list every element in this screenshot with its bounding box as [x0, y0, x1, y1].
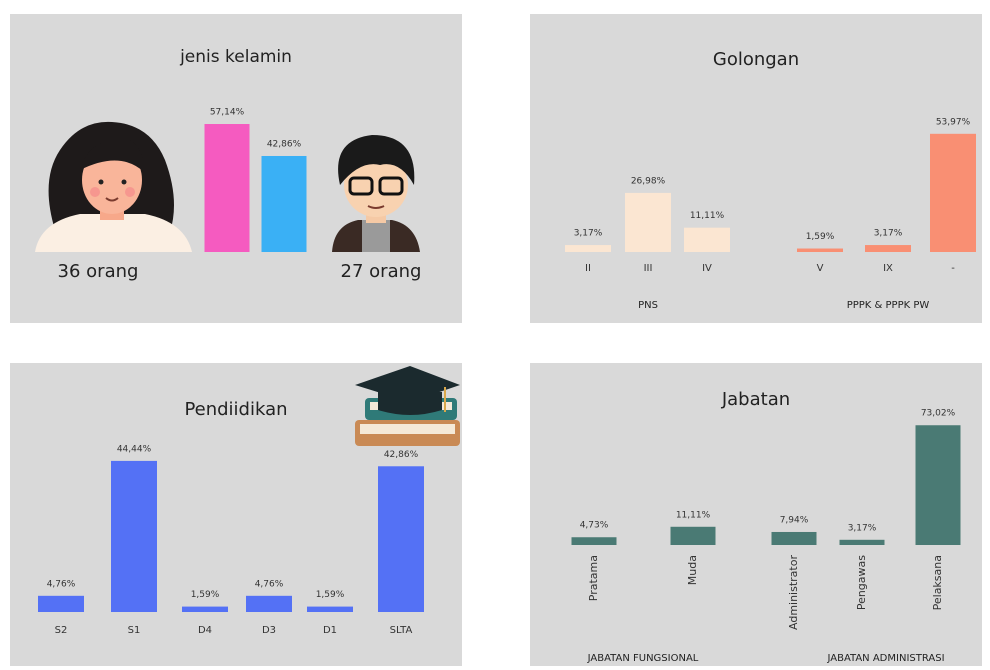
- category-label: II: [585, 263, 591, 274]
- value-label: 26,98%: [631, 176, 666, 186]
- bar: [182, 606, 228, 612]
- bar: [865, 245, 911, 252]
- value-label: 42,86%: [267, 139, 302, 149]
- books-icon: [355, 366, 460, 446]
- value-label: 57,14%: [210, 108, 245, 118]
- man-icon: [332, 135, 420, 252]
- bar: [797, 248, 843, 252]
- category-label: III: [644, 263, 653, 274]
- category-label: S1: [128, 625, 141, 636]
- value-label: 1,59%: [191, 590, 220, 600]
- bar: [261, 155, 307, 252]
- group-label: PPPK & PPPK PW: [847, 300, 930, 311]
- value-label: 4,76%: [255, 579, 284, 589]
- value-label: 1,59%: [806, 232, 835, 242]
- value-label: 4,73%: [580, 521, 609, 531]
- category-label: 36 orang: [58, 261, 139, 282]
- bar: [625, 192, 671, 252]
- category-label: IV: [702, 263, 712, 274]
- chart-title: Jabatan: [721, 389, 790, 410]
- value-label: 11,11%: [676, 510, 711, 520]
- bar: [111, 460, 157, 612]
- woman-icon: [35, 121, 192, 252]
- value-label: 73,02%: [921, 409, 956, 419]
- bar: [839, 539, 885, 545]
- bar: [684, 227, 730, 252]
- bar: [307, 606, 353, 612]
- value-label: 7,94%: [780, 515, 809, 525]
- bar: [571, 537, 617, 545]
- bar: [378, 466, 424, 612]
- value-label: 4,76%: [47, 579, 76, 589]
- chart-title: jenis kelamin: [179, 47, 292, 67]
- category-label: Pelaksana: [931, 555, 944, 610]
- chart-title: Golongan: [713, 49, 799, 70]
- category-label: D1: [323, 625, 337, 636]
- value-label: 42,86%: [384, 450, 419, 460]
- category-label: Administrator: [787, 555, 800, 630]
- value-label: 3,17%: [574, 229, 603, 239]
- value-label: 3,17%: [848, 523, 877, 533]
- category-label: SLTA: [390, 625, 413, 636]
- category-label: -: [951, 263, 955, 274]
- category-label: V: [817, 263, 824, 274]
- bar: [246, 595, 292, 612]
- bar: [771, 531, 817, 545]
- bar: [915, 425, 961, 545]
- value-label: 44,44%: [117, 444, 152, 454]
- value-label: 1,59%: [316, 590, 345, 600]
- panel: [530, 363, 982, 666]
- category-label: D4: [198, 625, 212, 636]
- category-label: Pratama: [587, 555, 600, 601]
- group-label: JABATAN ADMINISTRASI: [826, 653, 944, 664]
- category-label: 27 orang: [341, 261, 422, 282]
- bar: [930, 133, 976, 252]
- bar: [565, 245, 611, 252]
- chart-title: Pendiidikan: [184, 399, 287, 420]
- bar: [670, 526, 716, 545]
- value-label: 53,97%: [936, 117, 971, 127]
- category-label: D3: [262, 625, 276, 636]
- value-label: 11,11%: [690, 211, 725, 221]
- bar: [38, 595, 84, 612]
- bar: [204, 124, 250, 252]
- category-label: IX: [883, 263, 893, 274]
- category-label: S2: [55, 625, 68, 636]
- category-label: Pengawas: [855, 555, 868, 610]
- panel: [530, 14, 982, 323]
- group-label: PNS: [638, 300, 658, 311]
- category-label: Muda: [686, 555, 699, 585]
- value-label: 3,17%: [874, 229, 903, 239]
- group-label: JABATAN FUNGSIONAL: [587, 653, 699, 664]
